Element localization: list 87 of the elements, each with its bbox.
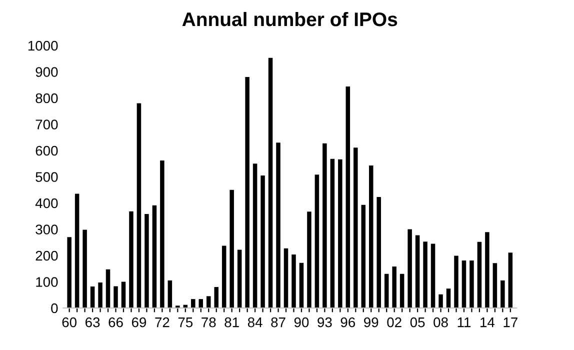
x-tick-label: 11	[458, 318, 471, 328]
bar	[160, 160, 164, 308]
bar	[470, 260, 474, 308]
bar	[485, 232, 490, 308]
bar	[322, 143, 327, 308]
x-tick-label: 05	[410, 317, 425, 328]
bar	[415, 235, 420, 308]
bar	[299, 262, 304, 308]
bar	[74, 194, 80, 308]
bar	[500, 280, 505, 308]
bar	[144, 214, 149, 308]
bar	[446, 288, 451, 308]
bar	[400, 274, 404, 308]
bar	[276, 142, 280, 308]
bar	[508, 252, 513, 308]
x-tick-label: 02	[387, 317, 402, 328]
bar	[392, 266, 396, 308]
x-tick-label: 96	[340, 317, 356, 328]
y-tick-label: 600	[36, 146, 58, 156]
bar	[368, 165, 374, 308]
bar	[307, 212, 312, 308]
x-tick-label: 90	[294, 317, 309, 328]
bar	[492, 263, 498, 308]
x-tick-label: 99	[364, 317, 378, 328]
x-tick-label: 14	[480, 318, 495, 328]
bar	[338, 159, 342, 308]
bar	[438, 294, 443, 308]
bar	[268, 58, 273, 308]
x-tick-label: 84	[248, 317, 262, 328]
bar	[237, 250, 242, 308]
bar	[82, 230, 87, 308]
bar	[106, 269, 110, 308]
x-tick-label: 78	[202, 317, 216, 328]
bar	[454, 256, 458, 308]
y-tick-label: 200	[36, 250, 58, 261]
bar	[477, 242, 482, 308]
y-tick-label: 800	[36, 93, 58, 104]
bar	[260, 175, 265, 308]
bar	[121, 282, 126, 308]
bar	[252, 164, 258, 308]
bar	[384, 274, 389, 308]
bar	[346, 86, 350, 308]
y-tick-label: 300	[36, 224, 58, 234]
bar	[330, 158, 335, 308]
y-tick-label: 500	[36, 172, 58, 182]
bar	[129, 211, 134, 308]
bar	[354, 148, 358, 308]
bar	[230, 190, 234, 308]
x-tick-label: 72	[155, 317, 170, 328]
bar	[376, 196, 381, 308]
x-tick-label: 66	[108, 317, 123, 328]
bar	[462, 260, 466, 308]
bar	[430, 244, 436, 308]
bar	[168, 280, 172, 308]
bar	[284, 248, 288, 308]
bar	[98, 282, 102, 308]
x-tick-label: 60	[62, 317, 77, 328]
bar	[214, 287, 218, 308]
x-tick-label: 08	[434, 317, 448, 328]
x-tick-label: 87	[271, 317, 286, 328]
bar	[222, 246, 226, 308]
bar	[90, 286, 95, 308]
x-tick-label: 81	[224, 317, 239, 328]
bar	[152, 205, 157, 308]
bar	[191, 299, 196, 308]
bar	[114, 286, 118, 308]
y-tick-label: 400	[35, 198, 58, 208]
bar	[206, 296, 211, 308]
x-tick-label: 75	[178, 318, 193, 328]
y-tick-label: 700	[36, 120, 58, 130]
x-tick-label: 63	[86, 317, 100, 328]
y-tick-label: 900	[36, 67, 58, 77]
y-tick-label: 1000	[28, 40, 58, 51]
x-tick-label: 69	[132, 317, 146, 328]
chart-title: Annual number of IPOs	[182, 12, 398, 26]
x-tick-label: 17	[504, 318, 518, 328]
bar	[408, 229, 412, 308]
bar	[245, 77, 250, 308]
bar	[314, 174, 320, 308]
x-tick-label: 93	[318, 317, 332, 328]
bar	[423, 242, 428, 308]
bar	[67, 237, 72, 308]
bar	[136, 103, 142, 308]
bar	[361, 204, 366, 308]
y-tick-label: 100	[36, 277, 58, 287]
bar	[292, 254, 296, 308]
y-tick-label: 0	[51, 303, 58, 314]
